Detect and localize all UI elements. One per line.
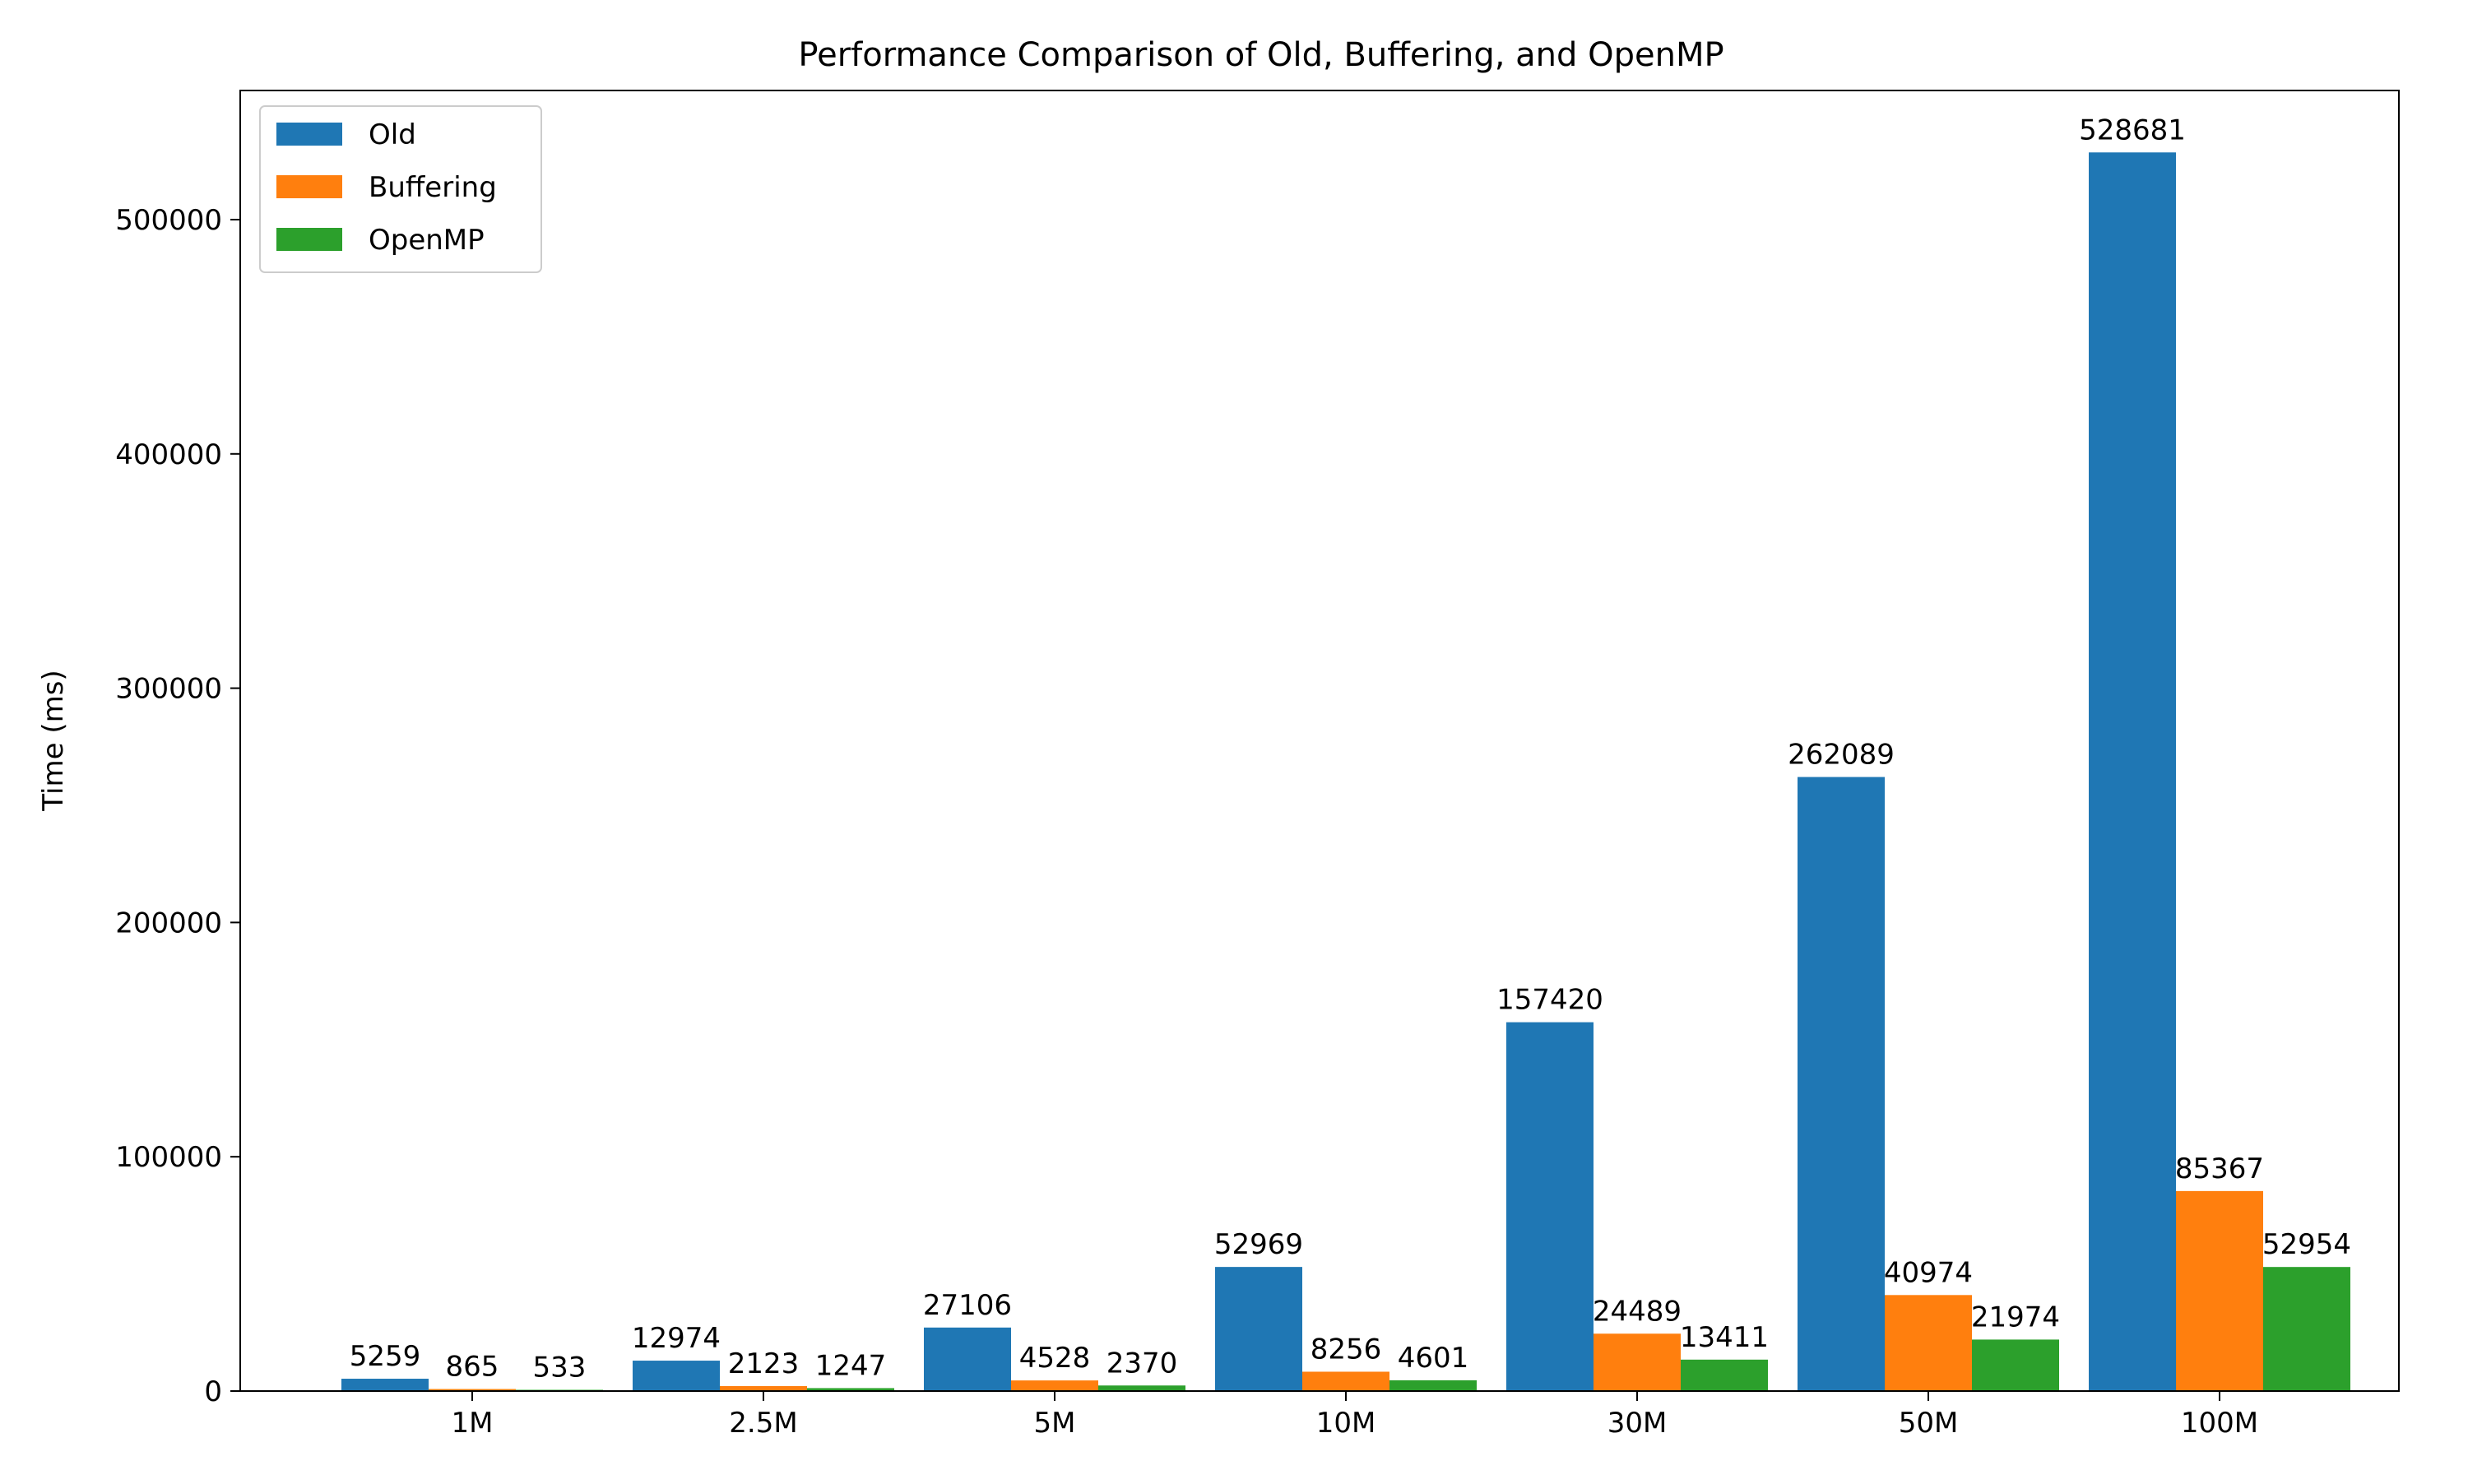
legend: Old Buffering OpenMP: [259, 105, 542, 273]
bar-old-10m: [1215, 1267, 1302, 1391]
bar-old-100m: [2089, 152, 2176, 1391]
x-tick-label: 30M: [1607, 1407, 1668, 1440]
x-tick-label: 5M: [1034, 1407, 1076, 1440]
data-label-openmp-2-5m: 1247: [815, 1349, 887, 1382]
data-label-openmp-10m: 4601: [1398, 1342, 1469, 1375]
data-label-openmp-5m: 2370: [1106, 1347, 1178, 1380]
data-label-buffering-1m: 865: [446, 1351, 499, 1384]
x-tick-label: 1M: [452, 1407, 494, 1440]
data-label-old-5m: 27106: [923, 1289, 1012, 1322]
data-label-old-100m: 528681: [2079, 114, 2186, 146]
y-tick-label: 500000: [115, 204, 222, 237]
legend-swatch-old: [276, 123, 342, 146]
bar-buffering-30m: [1594, 1333, 1681, 1391]
bar-openmp-2-5m: [807, 1388, 894, 1391]
bar-buffering-2-5m: [720, 1385, 807, 1391]
bar-openmp-10m: [1389, 1380, 1477, 1391]
bar-buffering-100m: [2176, 1190, 2263, 1391]
bar-openmp-50m: [1972, 1339, 2059, 1391]
bar-old-5m: [924, 1327, 1011, 1391]
bar-old-30m: [1506, 1022, 1594, 1391]
legend-swatch-openmp: [276, 228, 342, 251]
data-label-buffering-100m: 85367: [2175, 1152, 2264, 1185]
legend-label-openmp: OpenMP: [369, 224, 485, 257]
y-tick-label: 300000: [115, 673, 222, 706]
x-tick-label: 2.5M: [729, 1407, 797, 1440]
data-label-old-1m: 5259: [350, 1340, 421, 1373]
bar-openmp-5m: [1098, 1385, 1185, 1391]
data-label-old-30m: 157420: [1496, 984, 1603, 1017]
bar-old-50m: [1798, 777, 1885, 1391]
x-tick-label: 50M: [1899, 1407, 1959, 1440]
bar-buffering-1m: [429, 1389, 516, 1391]
bar-openmp-100m: [2263, 1267, 2350, 1391]
axes-layer: 1M 2.5M 5M 10M 30M 50M 100M 0 100000 200000 300000…: [115, 90, 2400, 1440]
bar-openmp-30m: [1681, 1359, 1768, 1391]
data-label-openmp-50m: 21974: [1971, 1301, 2060, 1333]
data-label-openmp-1m: 533: [533, 1351, 587, 1384]
y-axis-title: Time (ms): [37, 670, 70, 811]
x-tick-label: 10M: [1316, 1407, 1376, 1440]
data-label-buffering-10m: 8256: [1311, 1333, 1382, 1366]
legend-label-old: Old: [369, 118, 416, 151]
data-label-openmp-30m: 13411: [1680, 1321, 1769, 1354]
data-label-buffering-2-5m: 2123: [728, 1347, 800, 1380]
bar-buffering-50m: [1885, 1295, 1972, 1391]
plot-frame: [239, 90, 2400, 1392]
legend-swatch-buffering: [276, 175, 342, 198]
data-label-buffering-30m: 24489: [1593, 1295, 1682, 1328]
y-tick-label: 400000: [115, 438, 222, 471]
chart-title: Performance Comparison of Old, Buffering…: [798, 36, 1723, 74]
y-tick-label: 0: [204, 1375, 222, 1408]
bar-old-1m: [341, 1379, 429, 1391]
data-label-buffering-5m: 4528: [1019, 1342, 1091, 1375]
data-label-old-10m: 52969: [1214, 1228, 1303, 1261]
bar-buffering-5m: [1011, 1380, 1098, 1391]
bar-old-2-5m: [633, 1361, 720, 1391]
y-tick-label: 200000: [115, 907, 222, 939]
x-tick-label: 100M: [2181, 1407, 2258, 1440]
legend-label-buffering: Buffering: [369, 171, 497, 204]
bar-buffering-10m: [1302, 1371, 1389, 1391]
bars-layer: [341, 152, 2350, 1391]
data-label-openmp-100m: 52954: [2262, 1228, 2351, 1261]
data-label-buffering-50m: 40974: [1884, 1256, 1973, 1289]
data-label-old-2-5m: 12974: [632, 1322, 721, 1355]
y-tick-label: 100000: [115, 1141, 222, 1174]
data-label-old-50m: 262089: [1788, 739, 1895, 772]
